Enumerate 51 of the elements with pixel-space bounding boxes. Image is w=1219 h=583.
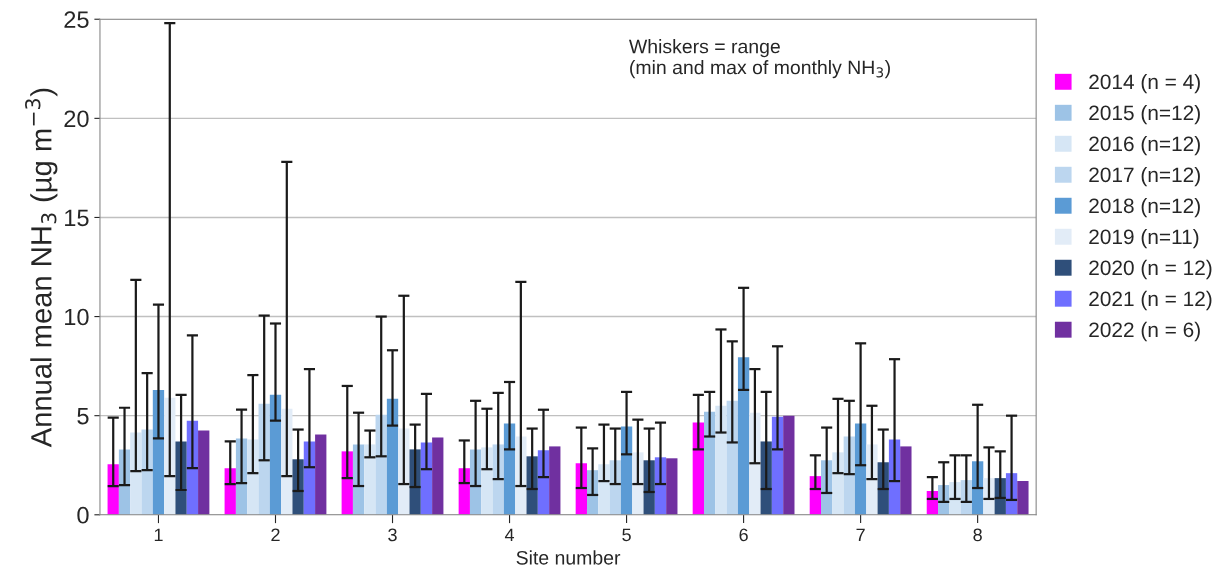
x-tick-label: 7 xyxy=(856,528,865,542)
legend-label: 2020 (n = 12) xyxy=(1089,259,1212,280)
bar xyxy=(375,414,387,515)
x-axis-title: Site number xyxy=(516,550,621,565)
bar xyxy=(704,411,716,515)
bar xyxy=(783,415,795,515)
bar xyxy=(598,464,610,515)
legend-label: 2021 (n = 12) xyxy=(1089,290,1212,311)
bar xyxy=(247,439,259,515)
annotation: Whiskers = range (min and max of monthly NH$_{3}$) xyxy=(628,39,890,79)
x-tick-label: 1 xyxy=(154,528,163,542)
legend-label: 2017 (n=12) xyxy=(1089,166,1200,187)
y-tick-label: 5 xyxy=(77,407,89,425)
bar xyxy=(1017,481,1029,515)
y-tick-label: 20 xyxy=(64,110,89,128)
x-tick-label: 5 xyxy=(622,528,631,542)
bar xyxy=(364,444,376,515)
bar xyxy=(549,446,561,515)
legend-label: 2015 (n=12) xyxy=(1089,104,1200,125)
y-tick-label: 15 xyxy=(65,209,89,227)
x-tick-label: 6 xyxy=(739,528,748,542)
y-tick-label: 10 xyxy=(65,308,89,326)
bar xyxy=(854,423,867,515)
legend-label: 2019 (n=11) xyxy=(1089,228,1199,249)
x-tick-label: 3 xyxy=(388,528,397,542)
x-tick-label: 2 xyxy=(271,528,280,542)
bar xyxy=(130,432,142,515)
legend-label: 2016 (n=12) xyxy=(1089,135,1200,156)
bar xyxy=(269,394,282,515)
bar xyxy=(224,468,236,515)
bar xyxy=(692,422,704,515)
bar xyxy=(666,458,678,515)
bar xyxy=(198,430,210,515)
bar xyxy=(432,437,444,515)
bar xyxy=(481,447,493,515)
bar xyxy=(737,357,750,515)
bar xyxy=(726,400,738,515)
x-tick-label: 4 xyxy=(504,528,515,542)
bar xyxy=(386,398,399,515)
y-tick-label: 25 xyxy=(64,11,89,29)
legend-label: 2022 (n = 6) xyxy=(1089,321,1200,342)
bar xyxy=(832,452,844,515)
legend-label: 2018 (n=12) xyxy=(1089,197,1200,218)
y-tick-label: 0 xyxy=(77,506,89,524)
x-tick-label: 8 xyxy=(973,528,982,542)
bar xyxy=(341,451,353,515)
legend-label: 2014 (n = 4) xyxy=(1089,73,1200,94)
bar xyxy=(900,446,912,515)
bar xyxy=(315,434,327,515)
bar xyxy=(715,405,727,515)
y-axis-title: Annual mean NH$_{3}$ (µg m$^{−3}$) xyxy=(25,88,58,448)
